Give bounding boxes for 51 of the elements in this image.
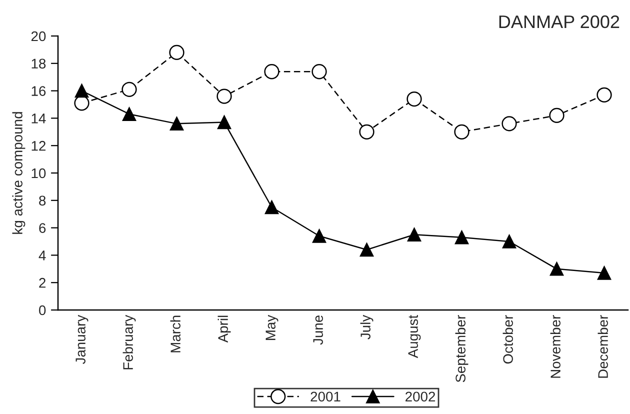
point <box>74 96 90 111</box>
point <box>596 87 612 102</box>
point <box>122 82 137 97</box>
point <box>122 107 136 121</box>
y-tick-label: 0 <box>39 305 46 316</box>
x-tick-label: November <box>550 315 560 378</box>
point <box>597 266 612 280</box>
point <box>217 115 232 130</box>
point <box>502 116 517 132</box>
chart-title: DANMAP 2002 <box>499 15 620 28</box>
x-tick-label: June <box>313 315 323 345</box>
point <box>454 230 469 244</box>
y-tick-label: 18 <box>32 58 46 69</box>
point <box>549 108 564 124</box>
point <box>216 88 232 104</box>
point <box>360 242 374 257</box>
y-tick-label: 4 <box>38 250 46 260</box>
y-tick-label: 14 <box>32 114 46 124</box>
point <box>264 64 280 80</box>
y-tick-label: 8 <box>39 196 46 206</box>
legend-label: 2002 <box>406 392 436 402</box>
y-tick-label: 16 <box>32 86 46 96</box>
point <box>454 124 470 140</box>
x-tick-label: October <box>502 315 513 364</box>
x-tick-label: April <box>218 316 231 343</box>
y-tick-label: 2 <box>39 278 46 288</box>
y-axis-title: kg active compound <box>12 112 26 234</box>
y-tick-label: 12 <box>32 140 46 151</box>
point <box>264 200 279 214</box>
point <box>169 44 184 60</box>
x-tick-label: December <box>598 315 608 378</box>
point <box>502 234 516 248</box>
x-tick-label: August <box>408 314 421 358</box>
x-tick-label: July <box>360 314 374 340</box>
x-tick-label: March <box>170 316 180 352</box>
point <box>406 91 422 107</box>
point <box>312 64 327 80</box>
y-tick-label: 6 <box>39 223 46 233</box>
x-tick-label: February <box>122 314 136 370</box>
point <box>74 84 89 98</box>
point <box>407 228 422 242</box>
x-tick-label: January <box>76 314 88 364</box>
point <box>359 124 374 140</box>
x-tick-label: September <box>455 315 468 382</box>
y-tick-label: 20 <box>31 31 46 42</box>
x-tick-label: May <box>266 314 278 340</box>
y-tick-label: 10 <box>32 168 46 178</box>
point <box>550 262 564 276</box>
legend-label: 2001 <box>310 392 340 402</box>
point <box>170 116 184 131</box>
point <box>312 229 326 243</box>
